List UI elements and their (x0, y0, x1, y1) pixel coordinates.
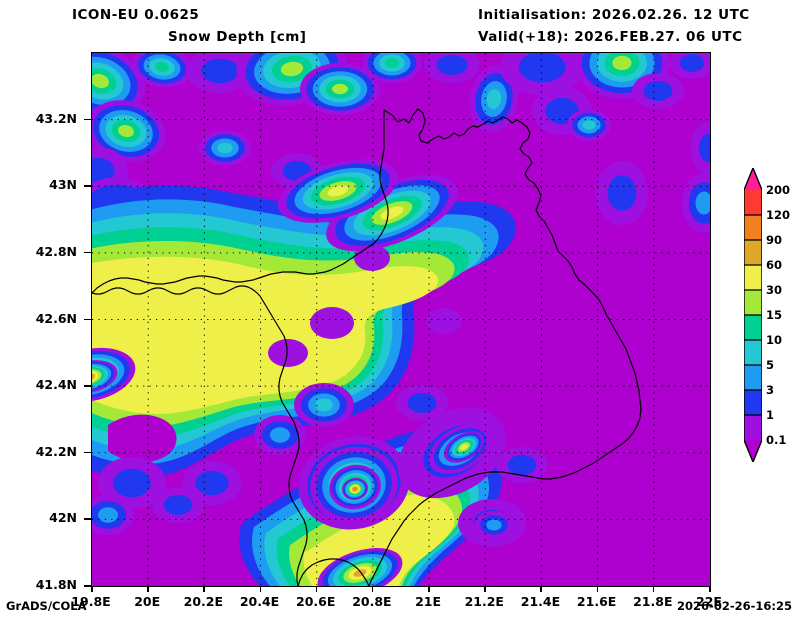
colorbar-tick-label: 3 (766, 383, 775, 397)
x-axis-tick-label: 20.2E (183, 594, 224, 609)
y-tickmark (84, 318, 91, 320)
colorbar-tick-label: 120 (766, 208, 791, 222)
model-label: ICON-EU 0.0625 (72, 7, 200, 23)
y-axis-tick-label: 42.6N (35, 310, 77, 326)
initialisation-label: Initialisation: 2026.02.26. 12 UTC (478, 7, 750, 23)
colorbar-tick-label: 15 (766, 308, 783, 322)
y-axis-tick-label: 42.2N (35, 443, 77, 459)
colorbar-legend: 200 120 90 60 30 15 10 5 3 1 0.1 (744, 168, 800, 462)
x-tickmark (371, 586, 374, 592)
colorbar-tick-label: 5 (766, 358, 775, 372)
x-axis-tick-label: 20.6E (296, 594, 336, 609)
field-title: Snow Depth [cm] (168, 29, 307, 45)
x-tickmark (484, 586, 486, 592)
y-tickmark (84, 251, 91, 254)
x-axis-tick-label: 20.8E (352, 594, 392, 609)
colorbar-tick-label: 30 (766, 283, 783, 297)
x-axis-tick-label: 20E (134, 594, 161, 609)
snow-depth-field (92, 53, 710, 586)
y-axis-tick-label: 42.8N (35, 243, 77, 259)
x-axis-tick-label: 21.6E (576, 594, 617, 609)
y-axis-tick-label: 42N (49, 510, 77, 526)
colorbar-tick-label: 200 (766, 183, 791, 197)
colorbar-tick-label: 60 (766, 258, 783, 272)
y-axis-tick-label: 43N (49, 177, 77, 193)
x-axis-tick-label: 21.8E (633, 594, 673, 609)
x-tickmark (596, 586, 599, 592)
x-axis-tick-label: 21.2E (464, 594, 504, 609)
x-axis-tick-label: 22E (696, 594, 722, 609)
colorbar-tick-label: 0.1 (766, 433, 787, 447)
y-tickmark (84, 585, 91, 587)
country-border-overlay (92, 108, 642, 586)
x-tickmark (203, 586, 205, 592)
x-tickmark (540, 586, 542, 592)
x-tickmark (91, 586, 93, 592)
valid-time-label: Valid(+18): 2026.FEB.27. 06 UTC (478, 29, 743, 45)
x-axis-tick-label: 21E (415, 594, 442, 609)
x-axis-tick-label: 20.4E (239, 594, 280, 609)
x-tickmark (428, 586, 430, 592)
timestamp-label: 2026-02-26-16:25 (677, 599, 792, 613)
colorbar-tick-label: 90 (766, 233, 783, 247)
y-tickmark (84, 518, 91, 520)
colorbar-tick-label: 1 (766, 408, 775, 422)
lat-lon-gridlines (92, 53, 710, 586)
y-axis-tick-label: 42.4N (35, 377, 77, 393)
x-tickmark (147, 586, 149, 592)
x-axis-tick-label: 19.8E (71, 594, 111, 609)
y-tickmark (84, 385, 91, 387)
y-axis-tick-label: 41.8N (35, 577, 77, 592)
y-tickmark (84, 185, 91, 187)
x-tickmark (709, 586, 711, 592)
y-tickmark (84, 118, 91, 121)
x-tickmark (652, 586, 655, 592)
x-tickmark (315, 586, 318, 592)
x-tickmark (259, 586, 262, 592)
map-plot-area (91, 52, 711, 587)
credit-label: GrADS/COLA (6, 599, 87, 613)
y-tickmark (84, 451, 91, 454)
y-axis-tick-label: 43.2N (35, 110, 77, 126)
x-axis-tick-label: 21.4E (520, 594, 561, 609)
colorbar-swatches (744, 168, 762, 462)
colorbar-tick-label: 10 (766, 333, 783, 347)
